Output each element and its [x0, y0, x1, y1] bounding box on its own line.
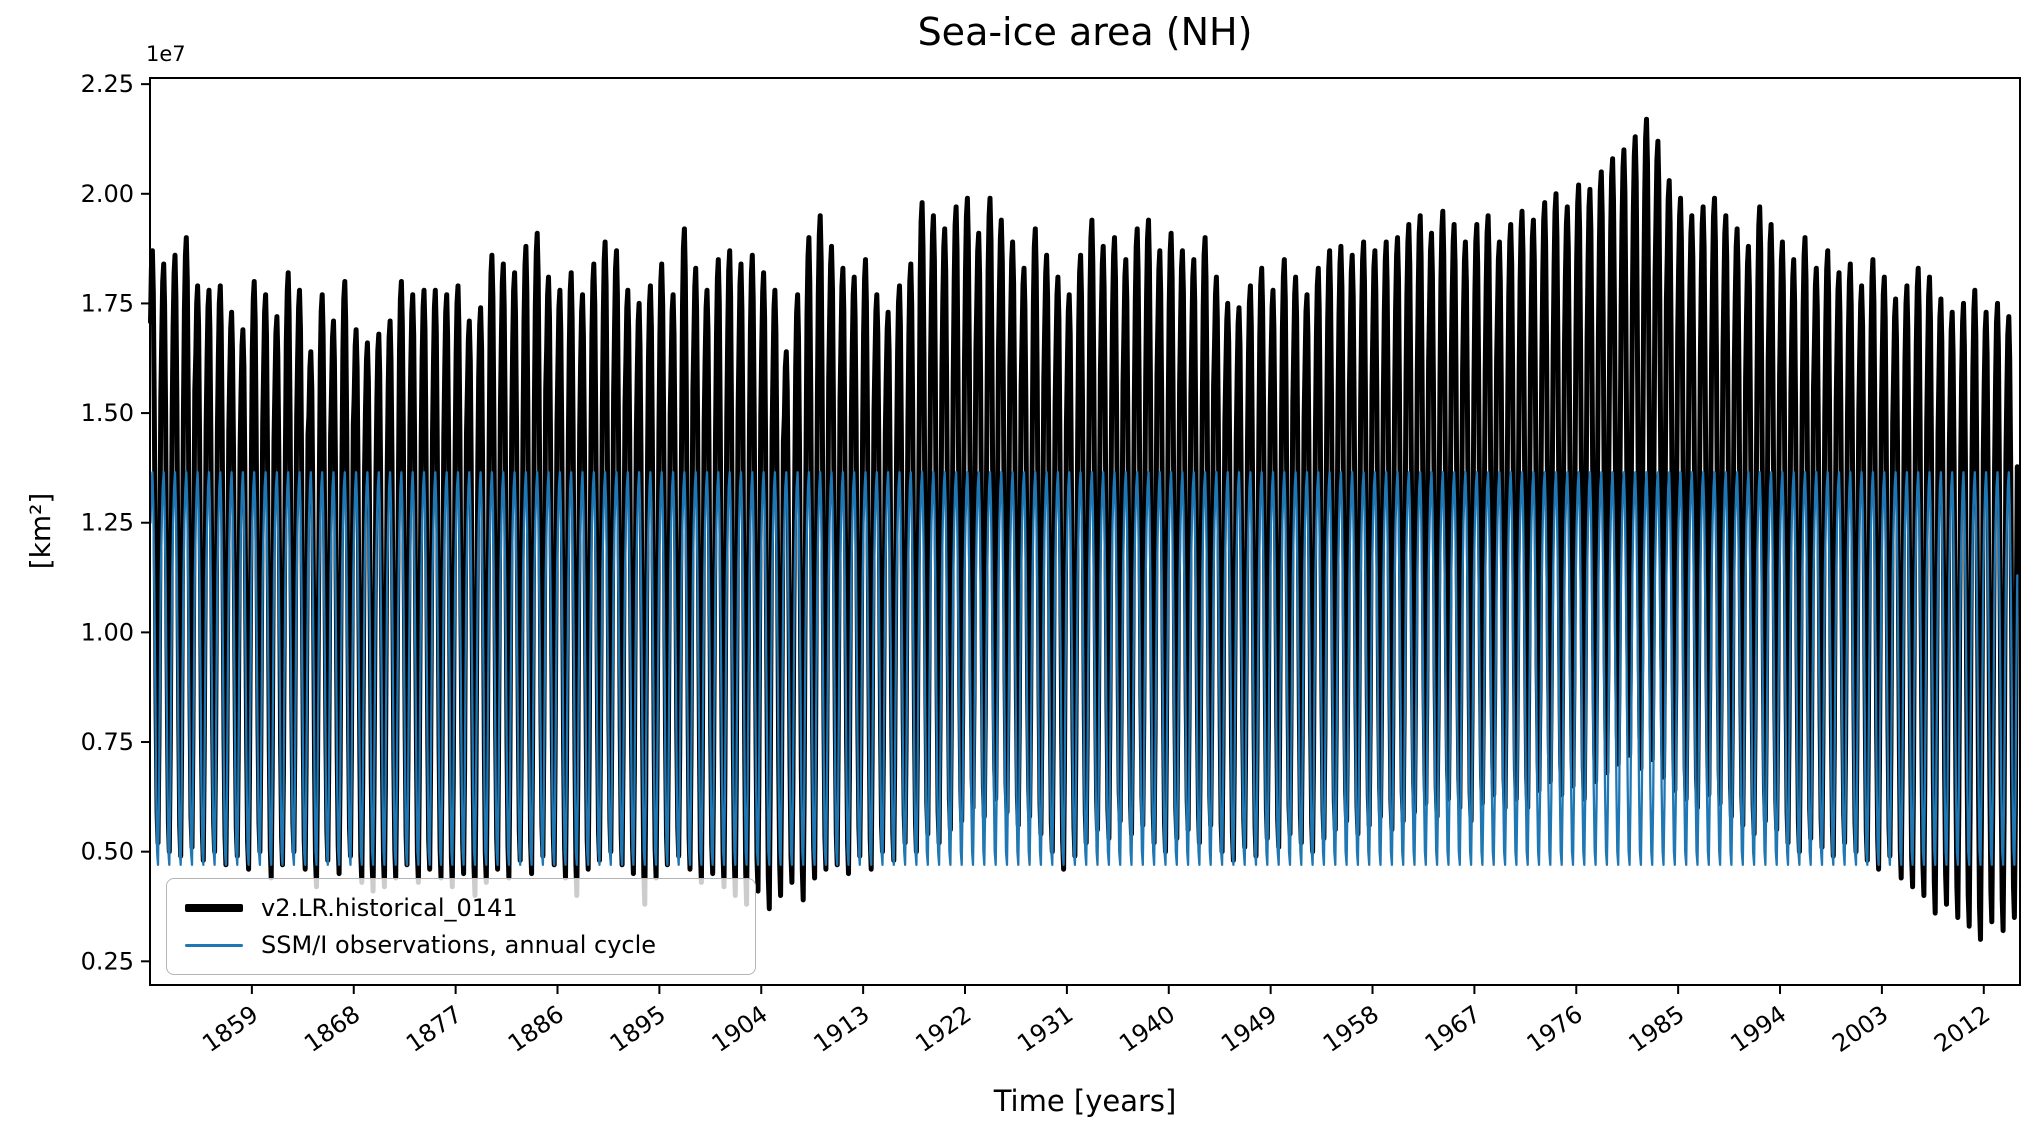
- legend-line-sample-model: [185, 904, 243, 912]
- x-tick-label: 1913: [808, 1000, 874, 1058]
- legend: v2.LR.historical_0141 SSM/I observations…: [166, 878, 756, 975]
- x-tick-label: 1904: [707, 1000, 773, 1058]
- axes-spines: [149, 77, 2021, 986]
- x-tick-label: 1859: [197, 1000, 263, 1058]
- y-tick-label: 2.00: [81, 180, 134, 208]
- x-tick-label: 1940: [1114, 1000, 1180, 1058]
- x-tick-label: 1985: [1623, 1000, 1689, 1058]
- x-tick-label: 1967: [1420, 1000, 1486, 1058]
- y-tick-label: 1.25: [81, 509, 134, 537]
- y-tick-label: 0.25: [81, 947, 134, 975]
- y-axis-label: [km²]: [24, 492, 57, 570]
- chart-title: Sea-ice area (NH): [917, 10, 1253, 54]
- legend-label-observations: SSM/I observations, annual cycle: [261, 931, 657, 959]
- y-tick-label: 0.50: [81, 838, 134, 866]
- y-tick-label: 1.75: [81, 289, 134, 317]
- observations-series-line: [149, 471, 2019, 866]
- x-tick-label: 1922: [910, 1000, 976, 1058]
- y-tick-label: 1.00: [81, 618, 134, 646]
- y-tick-label: 0.75: [81, 728, 134, 756]
- x-tick-label: 2012: [1929, 1000, 1995, 1058]
- x-tick-label: 1931: [1012, 1000, 1078, 1058]
- y-tick-label: 1.50: [81, 399, 134, 427]
- x-tick-label: 1958: [1318, 1000, 1384, 1058]
- legend-line-sample-observations: [185, 943, 243, 947]
- legend-item-model: v2.LR.historical_0141: [185, 894, 737, 922]
- x-tick-label: 1886: [503, 1000, 569, 1058]
- x-tick-label: 1868: [299, 1000, 365, 1058]
- x-axis-label: Time [years]: [993, 1084, 1177, 1118]
- legend-label-model: v2.LR.historical_0141: [261, 894, 518, 922]
- y-axis-offset-label: 1e7: [146, 42, 186, 66]
- x-tick-label: 1976: [1522, 1000, 1588, 1058]
- x-tick-label: 1877: [401, 1000, 467, 1058]
- y-tick-label: 2.25: [81, 70, 134, 98]
- legend-item-observations: SSM/I observations, annual cycle: [185, 931, 737, 959]
- x-tick-label: 1994: [1725, 1000, 1791, 1058]
- x-tick-label: 1949: [1216, 1000, 1282, 1058]
- x-tick-label: 2003: [1827, 1000, 1893, 1058]
- x-tick-label: 1895: [605, 1000, 671, 1058]
